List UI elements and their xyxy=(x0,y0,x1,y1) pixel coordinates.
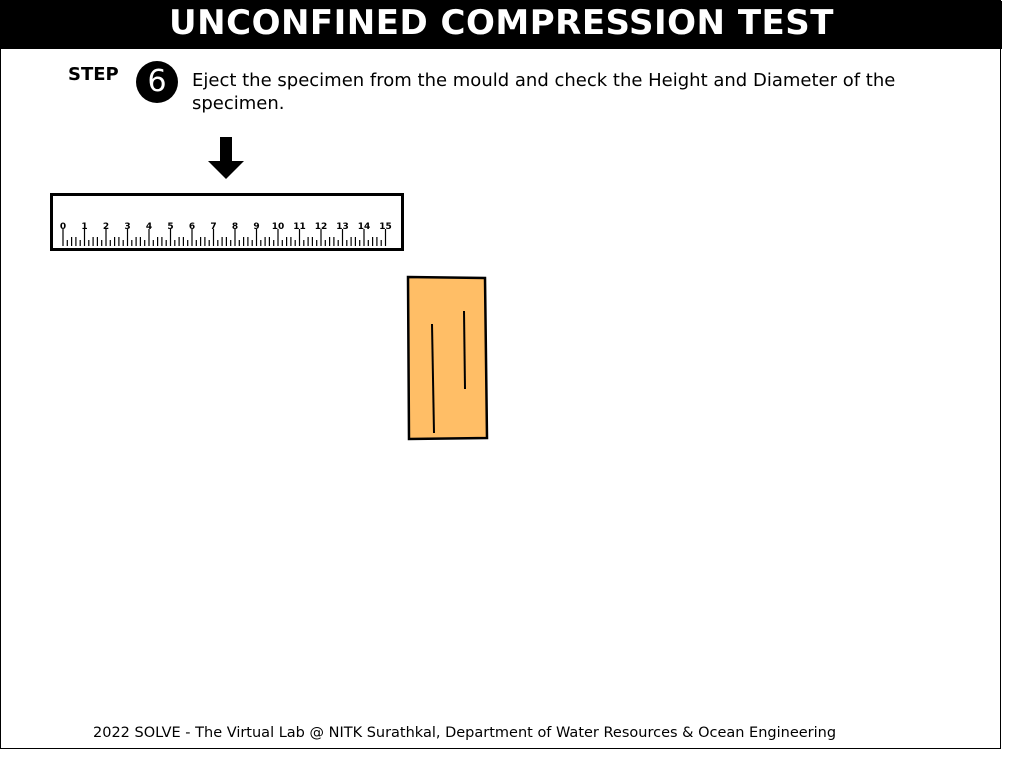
ruler-tick-label: 3 xyxy=(124,222,130,232)
ruler-tick-label: 13 xyxy=(336,222,349,232)
ruler-tick-label: 12 xyxy=(315,222,328,232)
ruler-tick-label: 10 xyxy=(272,222,285,232)
ruler-tick-label: 2 xyxy=(103,222,109,232)
ruler-tick-label: 9 xyxy=(253,222,259,232)
ruler-tick-label: 8 xyxy=(232,222,238,232)
ruler-tick-labels: 0 1 2 3 4 5 6 7 8 9 10 11 12 13 14 15 xyxy=(60,222,392,232)
soil-specimen[interactable] xyxy=(405,274,491,444)
page-title: UNCONFINED COMPRESSION TEST xyxy=(1,1,1002,49)
ruler[interactable]: 0 1 2 3 4 5 6 7 8 9 10 11 12 13 14 15 xyxy=(50,193,406,253)
specimen-crack xyxy=(463,310,466,390)
ruler-tick-label: 14 xyxy=(358,222,371,232)
ruler-tick-label: 4 xyxy=(146,222,152,232)
ruler-tick-label: 6 xyxy=(189,222,195,232)
step-number-badge: 6 xyxy=(136,61,178,103)
ruler-tick-label: 5 xyxy=(167,222,173,232)
specimen-crack xyxy=(431,323,435,434)
ruler-ticks xyxy=(62,229,387,246)
ruler-tick-label: 15 xyxy=(379,222,392,232)
step-label: STEP xyxy=(68,64,119,85)
ruler-tick-label: 7 xyxy=(210,222,216,232)
specimen-body xyxy=(406,275,489,441)
ruler-tick-label: 1 xyxy=(81,222,87,232)
footer-credit: 2022 SOLVE - The Virtual Lab @ NITK Sura… xyxy=(93,725,837,741)
step-instruction: Eject the specimen from the mould and ch… xyxy=(192,70,896,114)
ruler-tick-label: 0 xyxy=(60,222,66,232)
arrow-down-icon xyxy=(208,137,244,179)
ruler-tick-label: 11 xyxy=(293,222,306,232)
